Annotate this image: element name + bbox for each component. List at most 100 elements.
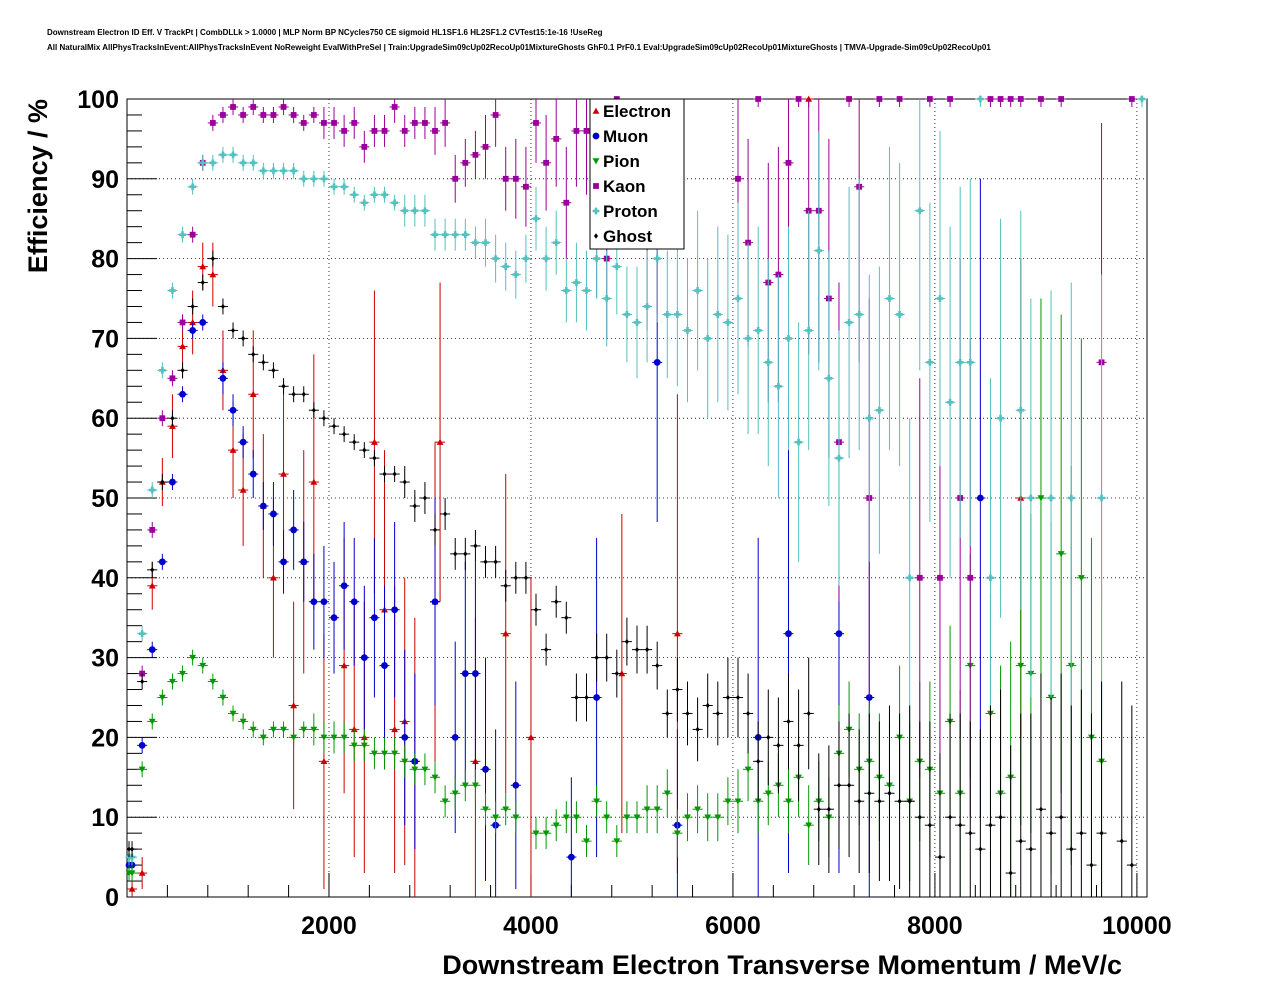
- data-point: [300, 558, 308, 566]
- data-point: [391, 104, 398, 110]
- data-point: [381, 128, 388, 134]
- data-point: [210, 255, 215, 262]
- data-point: [472, 782, 479, 789]
- data-point: [815, 247, 823, 255]
- data-point: [1017, 96, 1024, 102]
- data-point: [795, 96, 802, 102]
- data-point: [320, 757, 328, 765]
- data-point: [209, 271, 217, 278]
- data-point: [461, 231, 469, 239]
- legend-label: Ghost: [603, 227, 652, 246]
- data-point: [482, 765, 489, 773]
- legend-label: Muon: [603, 127, 648, 146]
- data-point: [461, 782, 469, 789]
- data-point: [835, 630, 843, 638]
- title-line-2: All NaturalMix AllPhysTracksInEvent:AllP…: [47, 43, 991, 52]
- data-point: [845, 319, 853, 326]
- data-point: [754, 798, 762, 805]
- data-point: [806, 710, 811, 717]
- data-point: [705, 702, 710, 709]
- data-point: [1049, 830, 1054, 836]
- data-point: [552, 239, 560, 247]
- data-point: [259, 734, 267, 741]
- data-point: [936, 295, 944, 302]
- data-point: [593, 694, 601, 701]
- data-point: [533, 120, 539, 126]
- legend-label: Kaon: [603, 177, 646, 196]
- data-point: [280, 470, 287, 477]
- data-point: [290, 526, 298, 534]
- data-point: [512, 814, 520, 821]
- data-point: [150, 567, 155, 573]
- data-point: [907, 798, 912, 804]
- x-tick-label: 4000: [503, 912, 559, 940]
- data-point: [1119, 838, 1124, 844]
- data-point: [138, 630, 146, 638]
- data-point: [564, 614, 569, 621]
- legend-label: Electron: [603, 102, 671, 121]
- data-point: [463, 551, 468, 557]
- data-point: [431, 774, 439, 781]
- legend-label: Proton: [603, 202, 658, 221]
- data-point: [270, 574, 277, 581]
- axes: 2000 4000 6000 8000 10000 0 10 20 30 40 50 60 70 80 90…: [77, 86, 1171, 940]
- data-point: [239, 718, 247, 725]
- data-point: [553, 136, 560, 142]
- data-point: [673, 311, 681, 318]
- data-point: [695, 726, 700, 733]
- data-point: [704, 814, 712, 821]
- data-point: [350, 742, 358, 749]
- data-point: [431, 231, 439, 239]
- data-point: [310, 175, 318, 183]
- data-point: [613, 838, 621, 845]
- data-point: [321, 415, 326, 421]
- data-point: [382, 471, 387, 477]
- data-point: [867, 790, 872, 796]
- legend-marker: [593, 233, 599, 239]
- data-point: [401, 128, 408, 134]
- data-point: [1017, 662, 1025, 669]
- data-point: [512, 271, 520, 278]
- data-point: [927, 822, 932, 828]
- data-point: [724, 798, 732, 805]
- data-point: [148, 486, 156, 494]
- data-point: [158, 558, 166, 566]
- data-point: [209, 678, 217, 685]
- data-point: [593, 255, 601, 262]
- data-point: [865, 414, 873, 422]
- data-point: [340, 582, 348, 590]
- data-point: [836, 782, 842, 788]
- y-tick-label: 0: [105, 884, 119, 912]
- data-point: [805, 327, 813, 334]
- data-point: [523, 575, 528, 581]
- data-point: [1037, 495, 1045, 502]
- data-point: [330, 614, 338, 622]
- data-point: [249, 159, 257, 167]
- data-point: [249, 390, 257, 397]
- data-point: [816, 806, 821, 812]
- data-point: [967, 574, 974, 581]
- data-point: [725, 694, 730, 701]
- data-point: [270, 167, 277, 175]
- data-point: [1067, 494, 1075, 502]
- data-point: [805, 95, 813, 102]
- data-point: [583, 838, 590, 845]
- data-point: [492, 814, 500, 821]
- data-point: [542, 255, 550, 262]
- data-point: [239, 438, 247, 446]
- y-tick-label: 80: [91, 246, 119, 274]
- data-point: [331, 120, 337, 126]
- data-point: [189, 327, 197, 334]
- data-point: [562, 814, 570, 821]
- data-point: [1079, 830, 1084, 836]
- data-point: [441, 798, 449, 805]
- data-point: [350, 726, 358, 733]
- data-point: [169, 287, 176, 294]
- data-point: [734, 798, 742, 805]
- data-point: [330, 734, 338, 741]
- data-point: [1128, 96, 1135, 102]
- data-point: [321, 120, 327, 126]
- data-point: [976, 95, 984, 103]
- x-tick-label: 8000: [907, 912, 963, 940]
- data-point: [310, 478, 318, 485]
